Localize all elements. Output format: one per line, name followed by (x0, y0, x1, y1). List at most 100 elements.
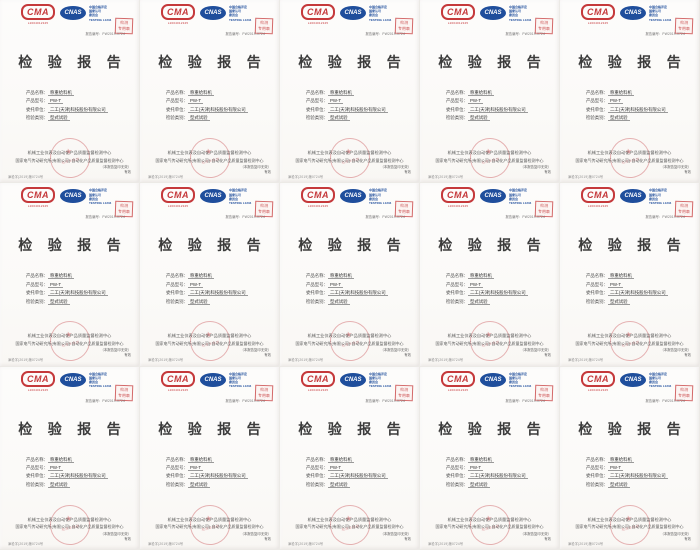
field-label: 产品型号： (446, 98, 468, 104)
cma-cert-number: L2004012345 (587, 387, 609, 392)
cnas-line: 中国合格评定 (89, 371, 108, 376)
field-value: 称重给料机 (187, 456, 214, 463)
report-page[interactable]: CMA L2004012345 CNAS 中国合格评定 国家认可 委员会 TES… (560, 183, 700, 367)
issuing-org-line1: 机械工业仪表及自动化产品质量监督检测中心 (167, 516, 252, 522)
report-page[interactable]: CMA L2004012345 CNAS 中国合格评定 国家认可 委员会 TES… (420, 0, 560, 184)
field-label: 产品名称： (306, 273, 328, 279)
field-label: 委托单位： (306, 290, 328, 296)
cnas-accreditation-text: 中国合格评定 国家认可 委员会 TESTING L1234 (369, 372, 391, 389)
cnas-accreditation-text: 中国合格评定 国家认可 委员会 TESTING L1234 (369, 5, 391, 22)
cma-logo: CMA L2004012345 (438, 370, 478, 392)
footer-ref-number: 津检字(2019)第0724号 (148, 358, 184, 363)
field-value: 型式试验 (47, 115, 70, 122)
report-page[interactable]: CMA L2004012345 CNAS 中国合格评定 国家认可 委员会 TES… (280, 366, 420, 550)
cma-mark-icon: CMA (161, 370, 195, 387)
field-label: 产品名称： (26, 456, 48, 462)
report-page[interactable]: CMA L2004012345 CNAS 中国合格评定 国家认可 委员会 TES… (280, 183, 420, 367)
field-product-name: 产品名称： 称重给料机 (166, 273, 248, 280)
footer-ref-number: 津检字(2019)第0724号 (148, 541, 184, 546)
cma-logo: CMA L2004012345 (158, 187, 198, 208)
report-number: 报告编号：PW2019-0724 (645, 32, 685, 36)
cnas-line: 国家认可 (89, 375, 102, 380)
cnas-accreditation-text: 中国合格评定 国家认可 委员会 TESTING L1234 (229, 188, 251, 205)
report-page[interactable]: CMA L2004012345 CNAS 中国合格评定 国家认可 委员会 TES… (280, 0, 420, 184)
report-fields: 产品名称： 称重给料机 产品型号： PW-T 委托单位： 二工(天津)科技股份有限公司… (166, 273, 248, 308)
report-page[interactable]: CMA L2004012345 CNAS 中国合格评定 国家认可 委员会 TES… (140, 366, 280, 550)
cnas-accreditation-text: 中国合格评定 国家认可 委员会 TESTING L1234 (649, 5, 671, 22)
issuing-org-line2: 国家电气传动研究所(有限公司)·自动化产品质量监督检测中心 (155, 157, 264, 163)
field-product-model: 产品型号： PW-T (446, 98, 528, 105)
report-page[interactable]: CMA L2004012345 CNAS 中国合格评定 国家认可 委员会 TES… (140, 183, 280, 367)
field-value: PW-T (187, 281, 204, 288)
field-value: PW-T (47, 465, 64, 472)
report-page[interactable]: CMA L2004012345 CNAS 中国合格评定 国家认可 委员会 TES… (0, 0, 140, 184)
footer-notes: （本报告复印无效） 有效 (660, 165, 691, 175)
cnas-accreditation-text: 中国合格评定 国家认可 委员会 TESTING L1234 (509, 372, 531, 389)
field-product-name: 产品名称： 称重给料机 (166, 90, 248, 96)
report-page[interactable]: CMA L2004012345 CNAS 中国合格评定 国家认可 委员会 TES… (0, 183, 140, 367)
cnas-line: TESTING L1234 (369, 200, 392, 205)
field-client-unit: 委托单位： 二工(天津)科技股份有限公司 (26, 290, 108, 297)
issuing-org-line1: 机械工业仪表及自动化产品质量监督检测中心 (447, 150, 532, 155)
report-page[interactable]: CMA L2004012345 CNAS 中国合格评定 国家认可 委员会 TES… (0, 366, 140, 550)
cnas-line: TESTING L1234 (369, 17, 392, 22)
report-page[interactable]: CMA L2004012345 CNAS 中国合格评定 国家认可 委员会 TES… (560, 0, 700, 184)
issuing-org-line2: 国家电气传动研究所(有限公司)·自动化产品质量监督检测中心 (435, 340, 544, 346)
report-page[interactable]: CMA L2004012345 CNAS 中国合格评定 国家认可 委员会 TES… (420, 183, 560, 367)
report-page[interactable]: CMA L2004012345 CNAS 中国合格评定 国家认可 委员会 TES… (140, 0, 280, 184)
field-client-unit: 委托单位： 二工(天津)科技股份有限公司 (306, 473, 388, 480)
report-fields: 产品名称： 称重给料机 产品型号： PW-T 委托单位： 二工(天津)科技股份有限公司… (306, 90, 388, 125)
field-label: 委托单位： (446, 290, 468, 296)
cnas-line: 国家认可 (649, 192, 662, 197)
cnas-line: 国家认可 (369, 9, 382, 14)
report-fields: 产品名称： 称重给料机 产品型号： PW-T 委托单位： 二工(天津)科技股份有限公司… (446, 90, 528, 125)
cma-mark-icon: CMA (441, 4, 475, 20)
cnas-line: 委员会 (229, 196, 239, 201)
field-value: 称重给料机 (607, 273, 634, 280)
field-test-category: 检验类别： 型式试验 (166, 115, 248, 122)
report-title: 检 验 报 告 (298, 239, 407, 255)
field-client-unit: 委托单位： 二工(天津)科技股份有限公司 (306, 106, 388, 113)
report-fields: 产品名称： 称重给料机 产品型号： PW-T 委托单位： 二工(天津)科技股份有限公司… (586, 90, 668, 125)
field-value: 型式试验 (187, 481, 210, 488)
field-product-model: 产品型号： PW-T (26, 98, 108, 105)
footer-notes: （本报告复印无效） 有效 (380, 165, 411, 175)
field-client-unit: 委托单位： 二工(天津)科技股份有限公司 (586, 290, 668, 297)
report-page[interactable]: CMA L2004012345 CNAS 中国合格评定 国家认可 委员会 TES… (560, 366, 700, 550)
field-product-model: 产品型号： PW-T (446, 465, 528, 472)
field-test-category: 检验类别： 型式试验 (166, 298, 248, 305)
field-product-name: 产品名称： 称重给料机 (446, 90, 528, 96)
footer-notes: （本报告复印无效） 有效 (240, 348, 271, 358)
cma-logo: CMA L2004012345 (158, 370, 198, 392)
field-label: 委托单位： (586, 473, 608, 479)
cnas-line: 国家认可 (509, 192, 522, 197)
footer-ref-number: 津检字(2019)第0724号 (568, 541, 604, 546)
cma-cert-number: L2004012345 (307, 204, 329, 209)
cma-logo: CMA L2004012345 (578, 187, 618, 208)
field-test-category: 检验类别： 型式试验 (446, 298, 528, 305)
footer-notes: （本报告复印无效） 有效 (520, 532, 551, 542)
cnas-line: 中国合格评定 (229, 5, 248, 9)
cnas-line: TESTING L1234 (649, 384, 672, 389)
report-title: 检 验 报 告 (158, 56, 267, 71)
field-product-name: 产品名称： 称重给料机 (166, 456, 248, 463)
field-label: 产品名称： (26, 273, 48, 279)
cnas-line: 委员会 (369, 13, 379, 18)
footer-note-copy: （本报告复印无效） (660, 165, 691, 169)
report-page[interactable]: CMA L2004012345 CNAS 中国合格评定 国家认可 委员会 TES… (420, 366, 560, 550)
report-fields: 产品名称： 称重给料机 产品型号： PW-T 委托单位： 二工(天津)科技股份有限公司… (306, 456, 388, 492)
cnas-line: 委员会 (89, 196, 99, 201)
field-value: 型式试验 (467, 481, 490, 488)
report-number: 报告编号：PW2019-0724 (225, 398, 265, 403)
field-value: 二工(天津)科技股份有限公司 (47, 106, 108, 113)
cnas-mark-icon: CNAS (480, 6, 506, 20)
field-test-category: 检验类别： 型式试验 (586, 481, 668, 488)
footer-ref-number: 津检字(2019)第0724号 (428, 358, 464, 363)
footer-ref-number: 津检字(2019)第0724号 (568, 175, 604, 179)
field-value: PW-T (607, 281, 624, 288)
field-value: 二工(天津)科技股份有限公司 (467, 290, 528, 297)
cnas-line: TESTING L1234 (89, 200, 112, 205)
report-fields: 产品名称： 称重给料机 产品型号： PW-T 委托单位： 二工(天津)科技股份有限公司… (26, 273, 108, 308)
field-value: 型式试验 (327, 298, 350, 305)
field-label: 委托单位： (166, 106, 188, 112)
